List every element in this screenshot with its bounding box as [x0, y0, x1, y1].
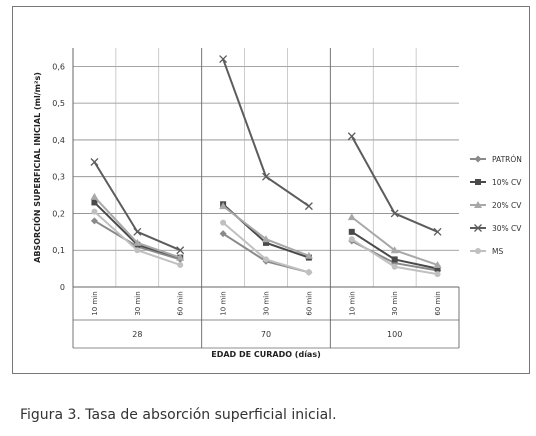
data-point — [262, 172, 270, 181]
data-point — [347, 132, 356, 141]
legend-marker — [475, 179, 481, 185]
legend-marker — [474, 155, 482, 163]
data-point — [347, 213, 356, 221]
x-subcategory-label: 10 min — [220, 291, 228, 315]
legend-marker — [474, 201, 482, 208]
legend-marker — [475, 248, 481, 254]
x-subcategory-label: 10 min — [91, 291, 99, 315]
data-point — [91, 208, 98, 215]
legend-label: 10% CV — [492, 178, 522, 187]
series-line — [350, 135, 438, 233]
data-point — [305, 269, 312, 276]
legend-label: PATRÓN — [492, 155, 522, 164]
y-tick-label: 0,4 — [52, 136, 65, 145]
legend-marker — [474, 224, 482, 232]
x-group-label: 28 — [132, 330, 142, 339]
data-point — [262, 235, 270, 243]
figure-caption-text: Tasa de absorción superficial inicial. — [85, 407, 337, 423]
y-tick-label: 0,3 — [52, 173, 65, 182]
legend-label: MS — [492, 247, 503, 256]
data-point — [434, 265, 441, 272]
data-point — [390, 246, 399, 254]
legend-label: 30% CV — [492, 224, 522, 233]
data-point — [219, 230, 227, 238]
data-point — [391, 256, 398, 263]
data-point — [133, 238, 142, 246]
legend-label: 20% CV — [492, 201, 522, 210]
data-point — [134, 247, 141, 254]
x-subcategory-label: 60 min — [305, 291, 313, 315]
data-point — [348, 228, 355, 235]
x-group-label: 100 — [387, 330, 402, 339]
data-point — [219, 202, 228, 210]
data-point — [90, 158, 99, 166]
figure-label: Figura 3. — [20, 407, 81, 423]
absorption-chart: 0 0,1 0,2 0,3 0,4 0,5 0,6 10 min 30 min 60 min 28 1… — [12, 6, 530, 374]
x-subcategory-label: 30 min — [134, 291, 142, 315]
y-tick-label: 0,1 — [52, 246, 65, 255]
y-tick-label: 0,2 — [52, 209, 65, 218]
x-group-label: 70 — [261, 330, 271, 339]
data-point — [176, 253, 185, 261]
series-line — [93, 210, 181, 266]
data-point — [434, 271, 441, 278]
y-tick-label: 0,5 — [52, 99, 65, 108]
data-point — [348, 236, 355, 243]
data-point — [219, 55, 228, 63]
series-line — [93, 161, 181, 252]
data-point — [390, 209, 399, 218]
x-subcategory-label: 30 min — [391, 291, 399, 315]
figure-caption: Figura 3. Tasa de absorción superficial … — [20, 407, 337, 423]
data-point — [263, 256, 269, 263]
data-point — [176, 246, 185, 255]
y-tick-label: 0,6 — [52, 62, 65, 71]
data-point — [90, 217, 98, 225]
data-point — [263, 239, 269, 246]
series-line — [222, 203, 310, 259]
series-line — [222, 221, 310, 274]
figure-frame — [12, 6, 530, 374]
x-axis-title: EDAD DE CURADO (días) — [211, 350, 321, 359]
series-line — [222, 58, 310, 207]
data-point — [91, 199, 98, 206]
data-point — [90, 192, 99, 200]
x-subcategory-label: 30 min — [263, 291, 271, 315]
data-point — [133, 227, 142, 236]
data-point — [220, 219, 227, 226]
data-point — [433, 227, 442, 236]
data-point — [177, 261, 184, 268]
x-subcategory-label: 60 min — [434, 291, 442, 315]
y-tick-label: 0 — [60, 283, 65, 292]
y-axis-title: ABSORCIÓN SUPERFICIAL INICIAL (ml/m²s) — [31, 72, 42, 263]
data-point — [304, 202, 313, 211]
data-point — [391, 263, 398, 270]
x-subcategory-label: 10 min — [348, 291, 356, 315]
data-point — [433, 260, 442, 268]
data-point — [304, 251, 313, 259]
x-subcategory-label: 60 min — [177, 291, 185, 315]
